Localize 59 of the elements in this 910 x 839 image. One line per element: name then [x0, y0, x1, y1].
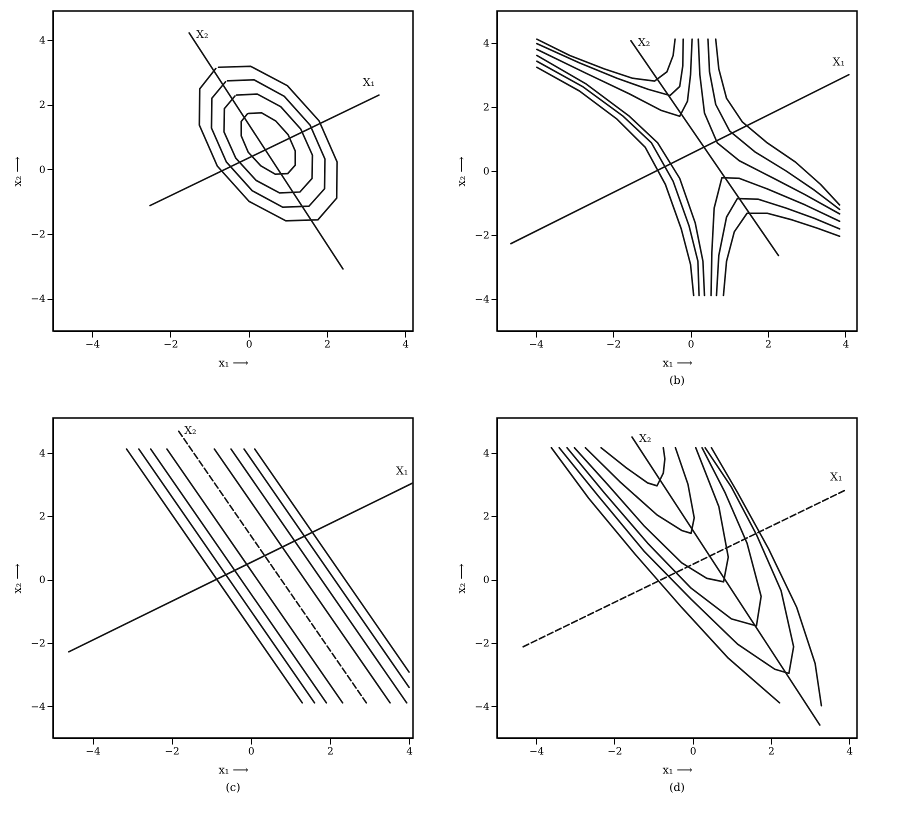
x-tick-label: 2 — [324, 340, 331, 350]
x-axis-title: x₁ ⟶ — [662, 356, 693, 370]
x-tick-label: −4 — [528, 340, 544, 350]
y-tick-label: 0 — [483, 575, 490, 586]
y-tick-label: −4 — [474, 294, 490, 306]
series-label: X₂ — [196, 28, 208, 41]
x-tick-label: 4 — [402, 340, 409, 350]
x-tick-label: −2 — [164, 746, 180, 758]
y-tick-label: −4 — [474, 702, 490, 713]
series-label: X₁ — [362, 76, 375, 90]
series-label: X₂ — [639, 432, 652, 446]
y-tick-label: 2 — [39, 100, 46, 112]
y-tick-label: −2 — [474, 230, 490, 242]
y-axis-title: x₂ ⟶ — [10, 563, 24, 594]
y-axis-title: x₂ ⟶ — [10, 156, 24, 186]
y-tick-label: 4 — [483, 38, 490, 50]
y-tick-label: 4 — [39, 448, 46, 460]
x-tick-label: 4 — [846, 746, 853, 758]
x-axis-title: x₁ ⟶ — [218, 764, 249, 776]
y-tick-label: 2 — [483, 512, 490, 523]
y-tick-label: −2 — [30, 638, 46, 650]
x-tick-label: 0 — [690, 746, 696, 758]
y-tick-label: −4 — [30, 294, 46, 306]
x-tick-label: 2 — [765, 340, 772, 350]
x-tick-label: 2 — [768, 746, 775, 758]
x-tick-label: 0 — [246, 340, 252, 350]
x-axis-title: x₁ ⟶ — [218, 356, 249, 370]
y-tick-label: −4 — [30, 702, 46, 713]
y-tick-label: 2 — [39, 512, 46, 523]
series-label: X₁ — [832, 56, 845, 69]
x-tick-label: −2 — [606, 340, 622, 350]
y-tick-label: 2 — [483, 102, 490, 114]
series-label: X₂ — [638, 36, 650, 49]
x-tick-label: 0 — [688, 340, 694, 350]
text: (c) — [226, 781, 240, 794]
x-tick-label: 4 — [842, 340, 850, 350]
text: (b) — [669, 374, 685, 387]
x-tick-label: −2 — [164, 340, 178, 350]
y-tick-label: 0 — [483, 166, 490, 178]
x-tick-label: −2 — [608, 746, 622, 758]
x-tick-label: 4 — [406, 746, 413, 758]
y-axis-title: x₂ ⟶ — [454, 156, 468, 186]
x-tick-label: −4 — [86, 746, 100, 758]
y-axis-title: x₂ ⟶ — [454, 563, 468, 594]
series-label: X₁ — [830, 470, 842, 484]
y-tick-label: −2 — [474, 638, 490, 650]
y-tick-label: 4 — [39, 36, 46, 47]
series-label: X₁ — [396, 464, 408, 478]
y-tick-label: 4 — [483, 448, 490, 460]
x-tick-label: −4 — [85, 340, 100, 350]
x-tick-label: −4 — [529, 746, 544, 758]
x-axis-title: x₁ ⟶ — [662, 764, 693, 776]
text: (d) — [669, 781, 685, 794]
y-tick-label: 0 — [39, 164, 46, 176]
y-tick-label: −2 — [30, 230, 46, 241]
y-tick-label: 0 — [39, 575, 46, 586]
x-tick-label: 0 — [248, 746, 254, 758]
series-label: X₂ — [184, 424, 196, 438]
x-tick-label: 2 — [327, 746, 334, 758]
